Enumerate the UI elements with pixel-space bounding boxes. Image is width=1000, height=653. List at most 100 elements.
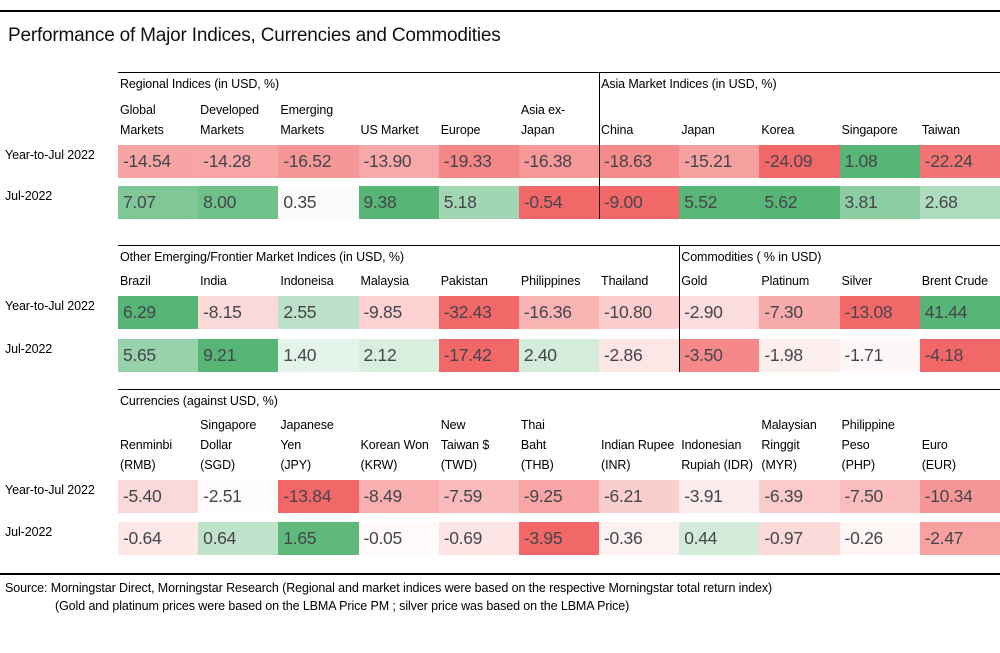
column-header: Singapore Dollar (SGD) <box>200 418 257 472</box>
column-header: Brent Crude <box>921 274 989 288</box>
group-heading: Currencies (against USD, %) <box>118 389 1000 411</box>
row-label: Year-to-Jul 2022 <box>5 299 95 313</box>
column-header: China <box>601 123 634 137</box>
heatmap-tables: Regional Indices (in USD, %) Asia Market … <box>0 72 1000 555</box>
heatmap-cell: 1.65 <box>278 522 359 555</box>
heatmap-cell: -4.18 <box>919 339 1000 372</box>
table-row: Jul-2022 5.65 9.21 1.40 2.12 -17.42 2.40 -2.86-… <box>0 339 1000 372</box>
column-header: Singapore <box>841 123 898 137</box>
heatmap-cell: -6.21 <box>599 480 680 513</box>
table-row: Year-to-Jul 2022 -14.54 -14.28 -16.52 -13.90… <box>0 145 1000 178</box>
heatmap-cell: -24.09 <box>759 145 840 178</box>
heatmap-cell: -2.51 <box>198 480 279 513</box>
heatmap-cell: 0.35 <box>278 186 359 219</box>
section-band-3: Currencies (against USD, %) Renminbi (RMB… <box>0 389 1000 555</box>
heatmap-cell: -9.25 <box>518 480 600 513</box>
group-heading: Regional Indices (in USD, %) <box>118 72 600 94</box>
heatmap-cell: -15.21 <box>679 145 760 178</box>
heatmap-cell: -0.36 <box>599 522 680 555</box>
heatmap-cell: -18.63 <box>599 145 680 178</box>
heatmap-cell: -7.50 <box>839 480 920 513</box>
heatmap-cell: -2.47 <box>919 522 1000 555</box>
heatmap-cell: -8.49 <box>358 480 439 513</box>
heatmap-cell: 3.81 <box>839 186 920 219</box>
column-header: Global Markets <box>120 103 164 137</box>
heatmap-cell: -3.50 <box>679 339 760 372</box>
heatmap-cell: -10.80 <box>599 296 680 329</box>
column-header: Asia ex- Japan <box>520 103 566 137</box>
column-header: Europe <box>440 123 481 137</box>
table-row: Year-to-Jul 2022 -5.40 -2.51 -13.84 -8.49 -7.… <box>0 480 1000 513</box>
heatmap-cell: 2.55 <box>278 296 359 329</box>
table-row: Jul-2022 7.07 8.00 0.35 9.38 5.18 -0.54 -9.00 5.… <box>0 186 1000 219</box>
heatmap-cell: 1.40 <box>278 339 359 372</box>
column-header: Taiwan <box>921 123 961 137</box>
heatmap-cell: 1.08 <box>839 145 920 178</box>
heatmap-cell: -0.26 <box>839 522 920 555</box>
heatmap-cell: -0.54 <box>518 186 600 219</box>
heatmap-cell: -13.08 <box>839 296 920 329</box>
column-header: Indonesian Rupiah (IDR) <box>681 438 753 472</box>
heatmap-cell: 8.00 <box>198 186 279 219</box>
heatmap-cell: -1.98 <box>759 339 840 372</box>
column-header: India <box>200 274 227 288</box>
section-band-2: Other Emerging/Frontier Market Indices (… <box>0 245 1000 372</box>
heatmap-cell: -2.90 <box>679 296 760 329</box>
heatmap-cell: -3.91 <box>679 480 760 513</box>
column-header: Indian Rupee (INR) <box>601 438 675 472</box>
heatmap-cell: -1.71 <box>839 339 920 372</box>
column-header: Korean Won (KRW) <box>360 438 429 472</box>
column-header: Silver <box>841 274 873 288</box>
heatmap-cell: -14.54 <box>118 145 199 178</box>
column-header: US Market <box>360 123 419 137</box>
heatmap-cell: 2.40 <box>518 339 600 372</box>
heatmap-cell: 2.12 <box>358 339 439 372</box>
heatmap-cell: -9.00 <box>599 186 680 219</box>
column-header: Developed Markets <box>200 103 260 137</box>
heatmap-cell: -0.97 <box>759 522 840 555</box>
heatmap-cell: 5.18 <box>438 186 519 219</box>
column-header: New Taiwan $ (TWD) <box>440 418 490 472</box>
heatmap-cell: 0.64 <box>198 522 279 555</box>
heatmap-cell: 9.21 <box>198 339 279 372</box>
heatmap-cell: -0.64 <box>118 522 199 555</box>
heatmap-cell: -0.69 <box>438 522 519 555</box>
heatmap-cell: -8.15 <box>198 296 279 329</box>
row-label: Jul-2022 <box>5 342 53 356</box>
heatmap-cell: -10.34 <box>919 480 1000 513</box>
column-header: Pakistan <box>440 274 488 288</box>
heatmap-cell: -3.95 <box>518 522 600 555</box>
heatmap-cell: -17.42 <box>438 339 519 372</box>
column-header: Philippines <box>520 274 581 288</box>
group-divider <box>598 72 600 219</box>
heatmap-cell: -16.52 <box>278 145 359 178</box>
heatmap-cell: -6.39 <box>759 480 840 513</box>
column-header: Thailand <box>601 274 649 288</box>
column-header: Philippine Peso (PHP) <box>841 418 895 472</box>
column-header: Brazil <box>120 274 151 288</box>
column-header: Thai Baht (THB) <box>520 418 554 472</box>
heatmap-cell: -13.84 <box>278 480 359 513</box>
column-header: Korea <box>761 123 795 137</box>
section-band-1: Regional Indices (in USD, %) Asia Market … <box>0 72 1000 219</box>
table-row: Year-to-Jul 2022 6.29 -8.15 2.55 -9.85 -32.43… <box>0 296 1000 329</box>
column-header: Malaysia <box>360 274 410 288</box>
heatmap-cell: -2.86 <box>599 339 680 372</box>
group-divider <box>678 245 680 372</box>
column-header: Malaysian Ringgit (MYR) <box>761 418 817 472</box>
group-heading: Other Emerging/Frontier Market Indices (… <box>118 245 680 267</box>
heatmap-cell: 41.44 <box>919 296 1000 329</box>
heatmap-cell: 2.68 <box>919 186 1000 219</box>
column-header: Euro (EUR) <box>921 438 956 472</box>
table-row: Jul-2022 -0.64 0.64 1.65 -0.05 -0.69 -3.95 -0.3… <box>0 522 1000 555</box>
row-label: Year-to-Jul 2022 <box>5 148 95 162</box>
page-title: Performance of Major Indices, Currencies… <box>8 25 501 46</box>
heatmap-cell: -16.36 <box>518 296 600 329</box>
heatmap-cell: 5.52 <box>679 186 760 219</box>
heatmap-cell: -13.90 <box>358 145 439 178</box>
column-header: Japan <box>681 123 715 137</box>
group-heading: Commodities ( % in USD) <box>679 245 1000 267</box>
column-header: Gold <box>681 274 708 288</box>
group-heading: Asia Market Indices (in USD, %) <box>599 72 1000 94</box>
heatmap-cell: -14.28 <box>198 145 279 178</box>
